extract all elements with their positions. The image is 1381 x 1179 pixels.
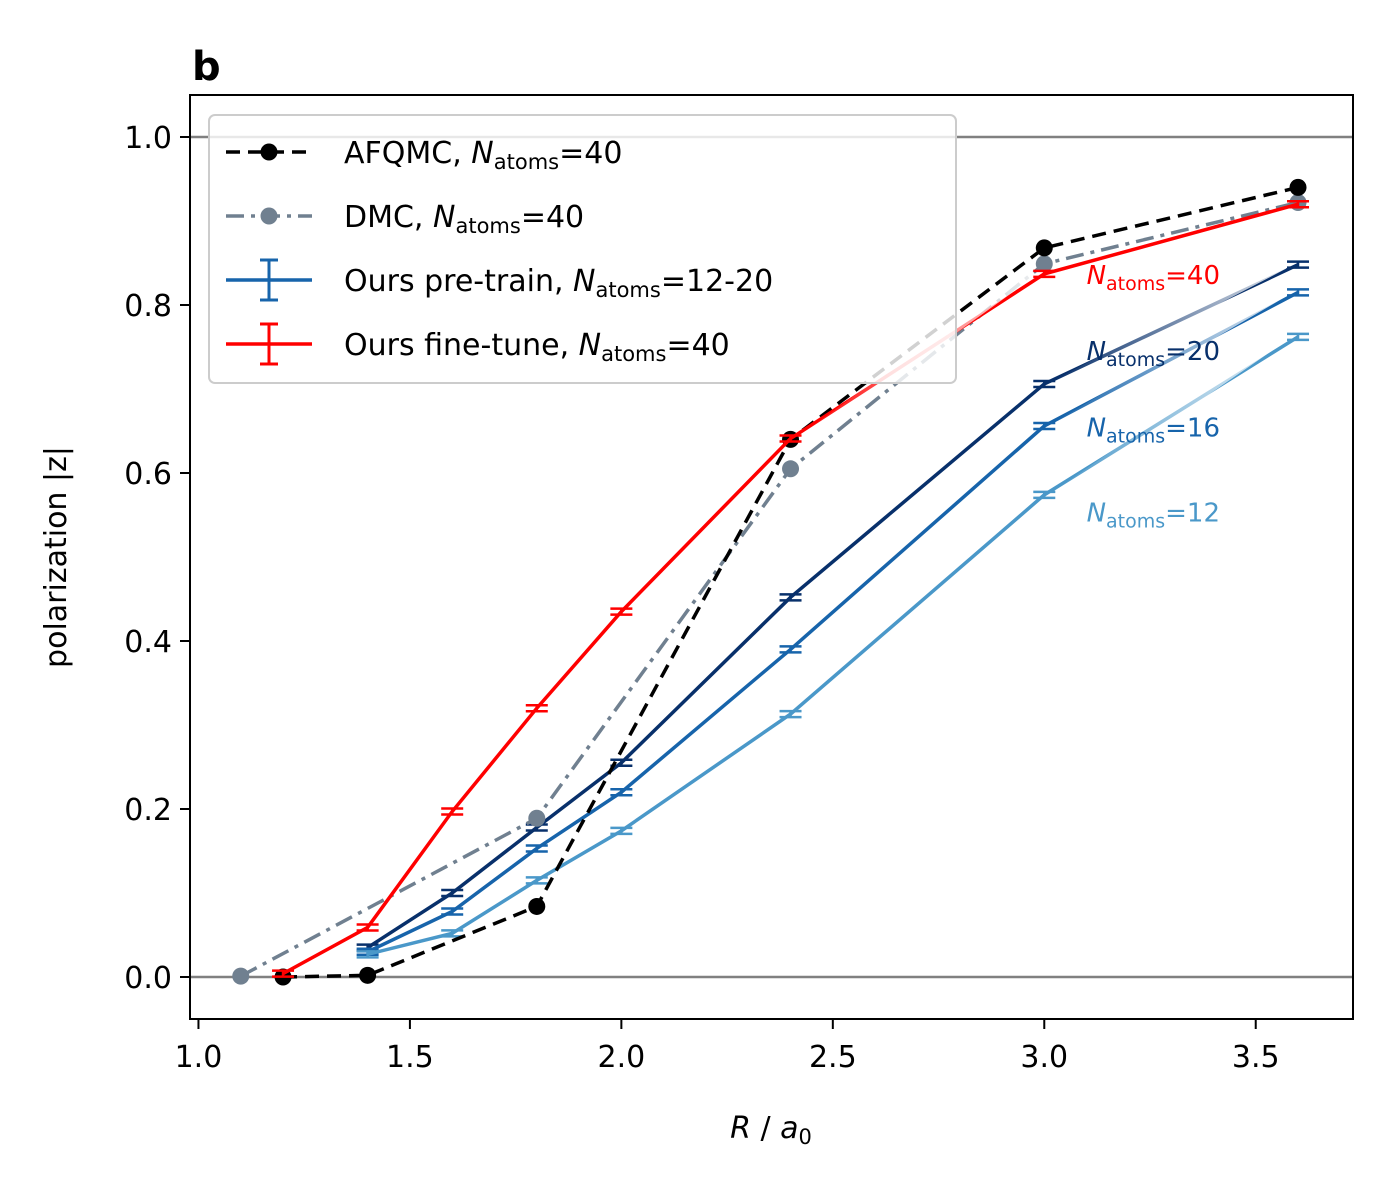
annotations: Natoms=40 Natoms=20 Natoms=16 Natoms=12 xyxy=(1087,261,1220,533)
line-fade xyxy=(1054,288,1287,430)
series-annotation-3: Natoms=12 xyxy=(1087,498,1220,532)
legend-marker xyxy=(260,143,278,161)
series-4 xyxy=(356,288,1310,957)
data-point xyxy=(1035,239,1053,257)
series-annotation-0: Natoms=40 xyxy=(1087,261,1220,295)
plot-series xyxy=(232,178,1310,986)
series-annotation-1: Natoms=20 xyxy=(1087,337,1220,371)
series-2 xyxy=(272,199,1310,978)
series-line xyxy=(282,202,1299,976)
legend-label: AFQMC, Natoms=40 xyxy=(344,136,622,174)
y-tick-label: 0.0 xyxy=(124,961,172,996)
legend-label: Ours pre-train, Natoms=12-20 xyxy=(344,264,773,302)
data-point xyxy=(528,809,546,827)
data-point xyxy=(232,967,250,985)
x-tick-label: 2.0 xyxy=(598,1040,646,1075)
x-axis: 1.0 1.5 2.0 2.5 3.0 3.5 xyxy=(175,1019,1280,1075)
legend-entry-3: Ours fine-tune, Natoms=40 xyxy=(226,322,730,366)
legend-box xyxy=(208,114,957,384)
legend: AFQMC, Natoms=40 DMC, Natoms=40 Ours pre-t… xyxy=(208,114,957,384)
x-tick-label: 1.0 xyxy=(175,1040,223,1075)
data-point xyxy=(528,897,546,915)
data-point xyxy=(359,966,377,984)
legend-entry-1: DMC, Natoms=40 xyxy=(226,200,584,238)
legend-label: DMC, Natoms=40 xyxy=(344,200,584,238)
data-point xyxy=(782,460,800,478)
panel-label: b xyxy=(192,44,221,90)
data-point xyxy=(1035,255,1053,273)
y-axis-label: polarization |z| xyxy=(39,446,74,668)
series-line xyxy=(283,185,1299,979)
y-tick-label: 0.2 xyxy=(124,793,172,828)
x-tick-label: 3.5 xyxy=(1232,1040,1280,1075)
legend-label: Ours fine-tune, Natoms=40 xyxy=(344,328,730,366)
line-fade xyxy=(1053,333,1287,499)
series-annotation-2: Natoms=16 xyxy=(1087,414,1220,448)
x-tick-label: 3.0 xyxy=(1020,1040,1068,1075)
x-tick-label: 2.5 xyxy=(809,1040,857,1075)
legend-entry-2: Ours pre-train, Natoms=12-20 xyxy=(226,258,773,302)
y-tick-label: 1.0 xyxy=(124,121,172,156)
plot-frame xyxy=(189,94,1354,1020)
y-axis: 0.0 0.2 0.4 0.6 0.8 1.0 xyxy=(124,121,190,996)
legend-marker xyxy=(260,207,278,225)
y-tick-label: 0.8 xyxy=(124,289,172,324)
data-point xyxy=(1289,178,1307,196)
y-tick-label: 0.4 xyxy=(124,625,172,660)
x-tick-label: 1.5 xyxy=(386,1040,434,1075)
line-fade xyxy=(1054,260,1287,388)
y-tick-label: 0.6 xyxy=(124,457,172,492)
legend-entry-0: AFQMC, Natoms=40 xyxy=(226,136,622,174)
x-axis-label: R / a0 xyxy=(730,1111,812,1149)
series-line xyxy=(366,290,1299,954)
series-5 xyxy=(356,332,1310,959)
